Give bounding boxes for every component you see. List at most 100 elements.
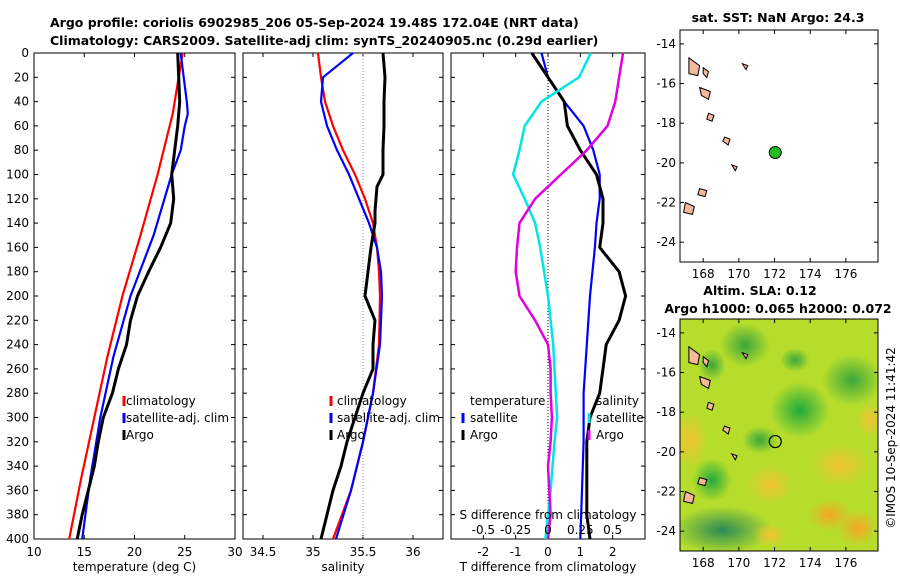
x-tick-label: 25 (177, 545, 192, 559)
map-x-tick-label: 168 (692, 267, 715, 281)
map-x-tick-label: 174 (799, 556, 822, 570)
difference-panel: -2 -1 0 1 2T difference from climatology (450, 52, 646, 574)
x-tick-label: 0 (544, 545, 552, 559)
depth-tick-label: 180 (6, 265, 29, 279)
s-diff-tick-label: 0 (544, 523, 552, 537)
legend-label-t-argo: Argo (470, 428, 498, 442)
series-argo (319, 52, 387, 540)
map-x-tick-label: 170 (727, 556, 750, 570)
legend-label-argo: Argo (337, 428, 365, 442)
panel-frame (33, 52, 236, 540)
depth-tick-label: 20 (14, 70, 29, 84)
map-y-tick-label: -14 (656, 37, 676, 51)
x-tick-label: 30 (227, 545, 242, 559)
map-x-tick-label: 172 (763, 267, 786, 281)
map-frame (679, 318, 879, 552)
land-island (722, 425, 731, 435)
x-tick-label: 2 (609, 545, 617, 559)
s-diff-tick-label: 0.5 (603, 523, 622, 537)
sst-map: 168 170 172 174 176 -14 -16 -18 -20 -22 -24 (656, 29, 879, 281)
depth-tick-label: 200 (6, 289, 29, 303)
x-tick-label: 10 (26, 545, 41, 559)
depth-tick-label: 220 (6, 313, 29, 327)
sla-map-title-1: Altim. SLA: 0.12 (703, 283, 816, 298)
map-y-tick-label: -22 (656, 485, 676, 499)
legend-label-s-argo: Argo (596, 428, 624, 442)
series-s-argo (514, 52, 625, 540)
land-island (702, 355, 710, 368)
legend-label-climatology: climatology (126, 394, 196, 408)
depth-tick-label: 240 (6, 338, 29, 352)
depth-tick-label: 360 (6, 483, 29, 497)
legend-label-satellite: satellite-adj. clim (337, 411, 440, 425)
s-diff-axis-ticks: -0.5 -0.25 0 0.25 0.5 (472, 523, 623, 537)
map-y-tick-label: -16 (656, 366, 676, 380)
timestamp: ©IMOS 10-Sep-2024 11:41:42 (884, 347, 898, 529)
x-tick-label: 20 (127, 545, 142, 559)
land-island (702, 66, 710, 79)
land-island (697, 476, 708, 487)
depth-tick-label: 100 (6, 168, 29, 182)
series-satellite-adj-clim (81, 52, 189, 540)
land-island (741, 62, 749, 71)
legend-label-satellite: satellite-adj. clim (126, 411, 229, 425)
land-island (698, 86, 711, 101)
x-axis-label: temperature (deg C) (73, 560, 196, 574)
map-x-tick-label: 172 (763, 556, 786, 570)
x-tick-label: 35 (305, 545, 320, 559)
temperature-legend: climatology satellite-adj. clim Argo (122, 394, 229, 442)
map-x-tick-label: 174 (799, 267, 822, 281)
land-island (730, 452, 738, 461)
map-y-tick-label: -18 (656, 116, 676, 130)
depth-tick-label: 340 (6, 459, 29, 473)
x-tick-label: -2 (477, 545, 489, 559)
depth-tick-label: 60 (14, 119, 29, 133)
map-y-tick-label: -16 (656, 77, 676, 91)
x-tick-label: -1 (510, 545, 522, 559)
difference-legend: temperature satellite Argo salinity sate… (461, 394, 644, 442)
land-island (688, 345, 701, 366)
land-island (706, 112, 715, 122)
series-t-argo (530, 52, 628, 540)
depth-tick-label: 140 (6, 216, 29, 230)
map-y-tick-label: -24 (656, 524, 676, 538)
series-satellite-adj-clim (319, 52, 384, 540)
series-argo (75, 52, 182, 540)
title-line-2: Climatology: CARS2009. Satellite-adj cli… (50, 33, 598, 49)
x-tick-label: 1 (577, 545, 585, 559)
argo-float-marker (768, 434, 782, 449)
legend-title-temperature: temperature (470, 394, 545, 408)
map-y-tick-label: -24 (656, 235, 676, 249)
map-x-tick-label: 170 (727, 267, 750, 281)
map-y-tick-label: -20 (656, 156, 676, 170)
series-t-satellite (540, 52, 601, 540)
map-y-tick-label: -14 (656, 326, 676, 340)
land-island (730, 163, 738, 172)
legend-label-s-satellite: satellite (596, 411, 644, 425)
depth-tick-label: 120 (6, 192, 29, 206)
map-frame (679, 29, 879, 263)
legend-title-salinity: salinity (596, 394, 639, 408)
land-island (741, 351, 749, 360)
s-diff-tick-label: -0.25 (500, 523, 531, 537)
land-island (698, 375, 711, 390)
x-tick-label: 36 (405, 545, 420, 559)
map-y-tick-label: -20 (656, 445, 676, 459)
x-tick-label: 15 (77, 545, 92, 559)
depth-tick-label: 0 (21, 46, 29, 60)
land-island (722, 136, 731, 146)
s-diff-tick-label: -0.5 (472, 523, 495, 537)
sla-field (680, 319, 878, 551)
temperature-panel: 10 15 20 25 30 temperature (deg C) (26, 52, 243, 574)
s-diff-tick-label: 0.25 (567, 523, 594, 537)
depth-tick-label: 400 (6, 532, 29, 546)
depth-tick-label: 40 (14, 95, 29, 109)
series-climatology (68, 52, 184, 540)
depth-tick-label: 280 (6, 386, 29, 400)
depth-tick-label: 160 (6, 240, 29, 254)
map-x-tick-label: 176 (834, 267, 857, 281)
series-s-satellite (511, 52, 592, 540)
map-x-tick-label: 168 (692, 556, 715, 570)
sla-map: 168 170 172 174 176 -14 -16 -18 -20 -22 -24 (656, 318, 879, 570)
